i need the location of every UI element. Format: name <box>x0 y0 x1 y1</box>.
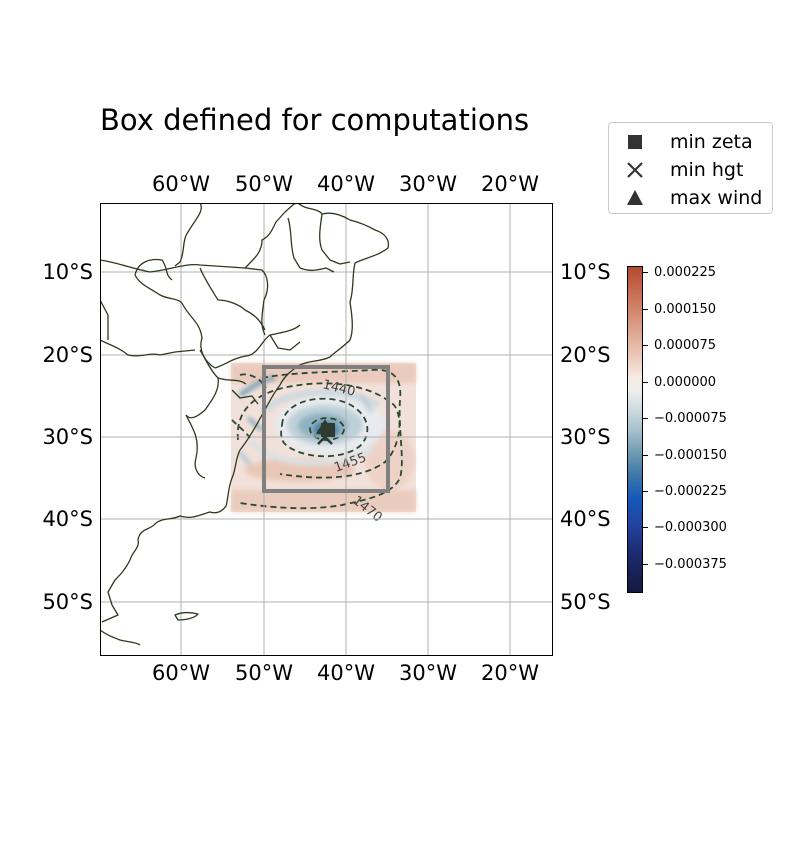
colorbar-tick <box>643 345 648 346</box>
lat-label-left: 30°S <box>42 425 93 449</box>
lat-label-right: 30°S <box>560 425 611 449</box>
lon-label-bottom: 40°W <box>317 661 375 685</box>
colorbar <box>627 266 643 593</box>
legend-item: min zeta <box>609 128 772 156</box>
colorbar-tick-label: 0.000150 <box>654 302 717 317</box>
colorbar-tick-label: −0.000375 <box>654 557 727 572</box>
legend-label: min hgt <box>670 159 744 181</box>
lat-label-left: 40°S <box>42 507 93 531</box>
legend-label: min zeta <box>670 131 753 153</box>
colorbar-tick-label: −0.000300 <box>654 520 727 535</box>
colorbar-tick-label: 0.000075 <box>654 338 717 353</box>
legend-label: max wind <box>670 187 763 209</box>
legend: min zeta min hgt max wind <box>608 122 773 214</box>
colorbar-tick <box>643 272 648 273</box>
lon-label-top: 60°W <box>152 172 210 196</box>
lat-label-left: 50°S <box>42 590 93 614</box>
legend-item: max wind <box>609 184 772 212</box>
colorbar-tick-label: 0.000000 <box>654 375 717 390</box>
legend-item: min hgt <box>609 156 772 184</box>
colorbar-tick-label: 0.000225 <box>654 265 717 280</box>
coastlines <box>100 203 390 646</box>
lat-label-right: 40°S <box>560 507 611 531</box>
colorbar-tick <box>643 564 648 565</box>
colorbar-tick <box>643 418 648 419</box>
colorbar-tick <box>643 491 648 492</box>
lon-label-bottom: 60°W <box>152 661 210 685</box>
cyclone-center-markers <box>316 419 335 445</box>
colorbar-tick-label: −0.000225 <box>654 484 727 499</box>
lon-label-bottom: 20°W <box>481 661 539 685</box>
lat-label-right: 10°S <box>560 260 611 284</box>
triangle-marker-icon <box>627 190 643 205</box>
colorbar-tick <box>643 309 648 310</box>
colorbar-tick <box>643 527 648 528</box>
colorbar-tick <box>643 455 648 456</box>
lat-label-right: 50°S <box>560 590 611 614</box>
map-frame <box>100 203 553 656</box>
lon-label-bottom: 50°W <box>235 661 293 685</box>
computation-box <box>262 365 390 493</box>
lon-label-top: 30°W <box>399 172 457 196</box>
colorbar-tick-label: −0.000150 <box>654 448 727 463</box>
lat-label-left: 20°S <box>42 343 93 367</box>
colorbar-tick-label: −0.000075 <box>654 411 727 426</box>
square-marker-icon <box>628 135 642 149</box>
min-hgt-marker <box>317 429 333 445</box>
figure-title: Box defined for computations <box>100 103 530 137</box>
lon-label-top: 40°W <box>317 172 375 196</box>
max-wind-marker <box>316 419 334 434</box>
lon-label-top: 50°W <box>235 172 293 196</box>
lon-label-bottom: 30°W <box>399 661 457 685</box>
lat-label-left: 10°S <box>42 260 93 284</box>
lat-label-right: 20°S <box>560 343 611 367</box>
colorbar-tick <box>643 382 648 383</box>
x-cross-marker-icon <box>627 162 643 178</box>
lon-label-top: 20°W <box>481 172 539 196</box>
